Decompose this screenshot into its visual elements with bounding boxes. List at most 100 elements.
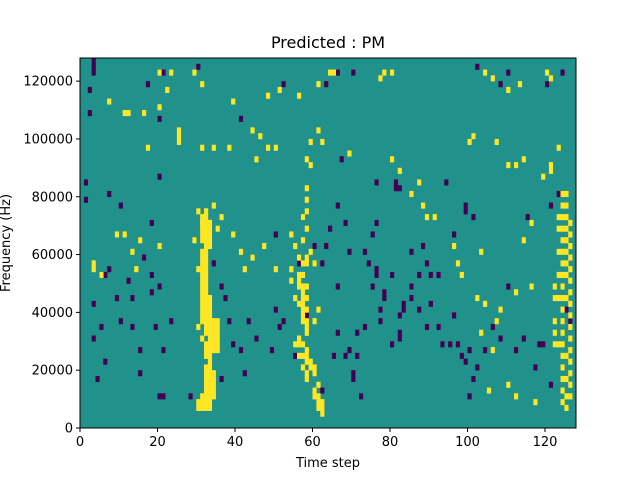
heatmap-cell-high — [300, 364, 306, 371]
heatmap-cell-high — [200, 266, 205, 273]
heatmap-cell-high — [200, 289, 205, 296]
heatmap-cell-low — [378, 318, 383, 325]
heatmap-cell-high — [200, 260, 205, 267]
heatmap-cell-high — [548, 167, 554, 174]
heatmap-cell-high — [204, 370, 209, 377]
heatmap-cell-low — [498, 335, 503, 342]
heatmap-cell-high — [459, 271, 464, 278]
heatmap-cell-high — [483, 300, 488, 307]
heatmap-cell-high — [200, 237, 205, 244]
heatmap-cell-low — [118, 318, 123, 325]
heatmap-cell-low — [324, 81, 329, 88]
heatmap-cell-low — [149, 289, 154, 296]
heatmap-cell-low — [103, 358, 108, 365]
heatmap-cell-high — [304, 370, 309, 377]
heatmap-cell-low — [498, 81, 503, 88]
heatmap-cell-low — [362, 248, 368, 255]
heatmap-cell-high — [568, 219, 573, 226]
heatmap-cell-low — [118, 202, 123, 209]
heatmap-cell-high — [568, 381, 573, 388]
heatmap-cell-high — [475, 295, 480, 302]
heatmap-cell-low — [397, 312, 402, 319]
heatmap-cell-high — [207, 358, 213, 365]
heatmap-cell-low — [145, 81, 151, 88]
heatmap-cell-high — [204, 225, 209, 232]
heatmap-cell-low — [347, 248, 352, 255]
heatmap-cell-high — [560, 271, 565, 278]
heatmap-cell-high — [308, 358, 313, 365]
heatmap-cell-low — [91, 63, 96, 70]
heatmap-cell-high — [192, 237, 197, 244]
heatmap-cell-low — [142, 254, 147, 261]
heatmap-cell-high — [564, 352, 569, 359]
heatmap-cell-low — [351, 375, 356, 383]
heatmap-cell-high — [308, 248, 313, 255]
heatmap-cell-high — [297, 352, 302, 359]
heatmap-cell-low — [390, 271, 395, 278]
heatmap-cell-low — [463, 208, 468, 215]
heatmap-cell-low — [91, 58, 96, 65]
heatmap-cell-high — [200, 144, 205, 151]
heatmap-cell-high — [568, 312, 573, 319]
heatmap-cell-high — [207, 323, 213, 331]
x-tick-label: 20 — [149, 435, 166, 450]
heatmap-cell-high — [568, 300, 573, 307]
heatmap-cell-low — [347, 347, 352, 354]
heatmap-cell-high — [207, 375, 213, 383]
heatmap-cell-high — [204, 260, 209, 267]
chart-title: Predicted : PM — [271, 33, 385, 52]
heatmap-cell-high — [552, 341, 557, 348]
heatmap-cell-high — [211, 318, 216, 325]
heatmap-cell-high — [304, 260, 309, 267]
heatmap-cell-low — [401, 306, 406, 313]
heatmap-cell-high — [204, 214, 209, 221]
heatmap-cell-high — [564, 260, 569, 267]
heatmap-cell-high — [200, 254, 205, 261]
heatmap-cell-low — [428, 300, 433, 307]
heatmap-cell-high — [204, 399, 209, 406]
heatmap-cell-low — [397, 335, 402, 342]
heatmap-cell-high — [560, 306, 565, 313]
heatmap-cell-low — [514, 347, 519, 354]
heatmap-cell-low — [506, 283, 511, 290]
heatmap-cell-high — [521, 237, 526, 244]
heatmap-cell-high — [200, 399, 205, 406]
heatmap-cell-high — [304, 375, 309, 383]
heatmap-cell-high — [300, 306, 306, 313]
heatmap-cell-high — [390, 69, 395, 76]
heatmap-cell-high — [331, 69, 337, 76]
heatmap-cell-high — [204, 306, 209, 313]
heatmap-cell-high — [211, 393, 216, 400]
heatmap-cell-high — [409, 190, 414, 198]
heatmap-cell-high — [514, 393, 519, 400]
heatmap-cell-high — [258, 133, 263, 140]
heatmap-cell-low — [157, 393, 162, 400]
heatmap-cell-high — [204, 381, 209, 388]
heatmap-cell-high — [556, 214, 561, 221]
heatmap-cell-low — [304, 312, 309, 319]
heatmap-cell-high — [300, 214, 306, 221]
heatmap-cell-high — [215, 329, 220, 336]
heatmap-cell-high — [494, 138, 499, 146]
heatmap-cell-high — [130, 248, 135, 255]
heatmap-cell-high — [211, 323, 216, 331]
heatmap-cell-high — [126, 110, 131, 117]
heatmap-cell-high — [297, 341, 302, 348]
heatmap-cell-low — [87, 86, 92, 93]
heatmap-cell-high — [204, 271, 209, 278]
y-axis: 0 20000 40000 60000 80000 100000 120000 — [23, 75, 80, 437]
x-tick-label: 0 — [76, 435, 84, 450]
heatmap-cell-low — [374, 219, 379, 226]
heatmap-cell-high — [560, 399, 565, 406]
heatmap-cell-high — [211, 329, 216, 336]
heatmap-cell-low — [545, 81, 550, 88]
x-tick-label: 120 — [533, 435, 558, 450]
heatmap-cell-low — [328, 225, 333, 232]
heatmap-cell-low — [409, 295, 414, 302]
heatmap-cell-high — [560, 248, 565, 255]
heatmap-cell-high — [207, 237, 213, 244]
heatmap-cell-low — [277, 323, 282, 331]
heatmap-cell-low — [444, 179, 449, 186]
y-tick-label: 100000 — [23, 132, 73, 147]
heatmap-cell-high — [378, 75, 383, 82]
